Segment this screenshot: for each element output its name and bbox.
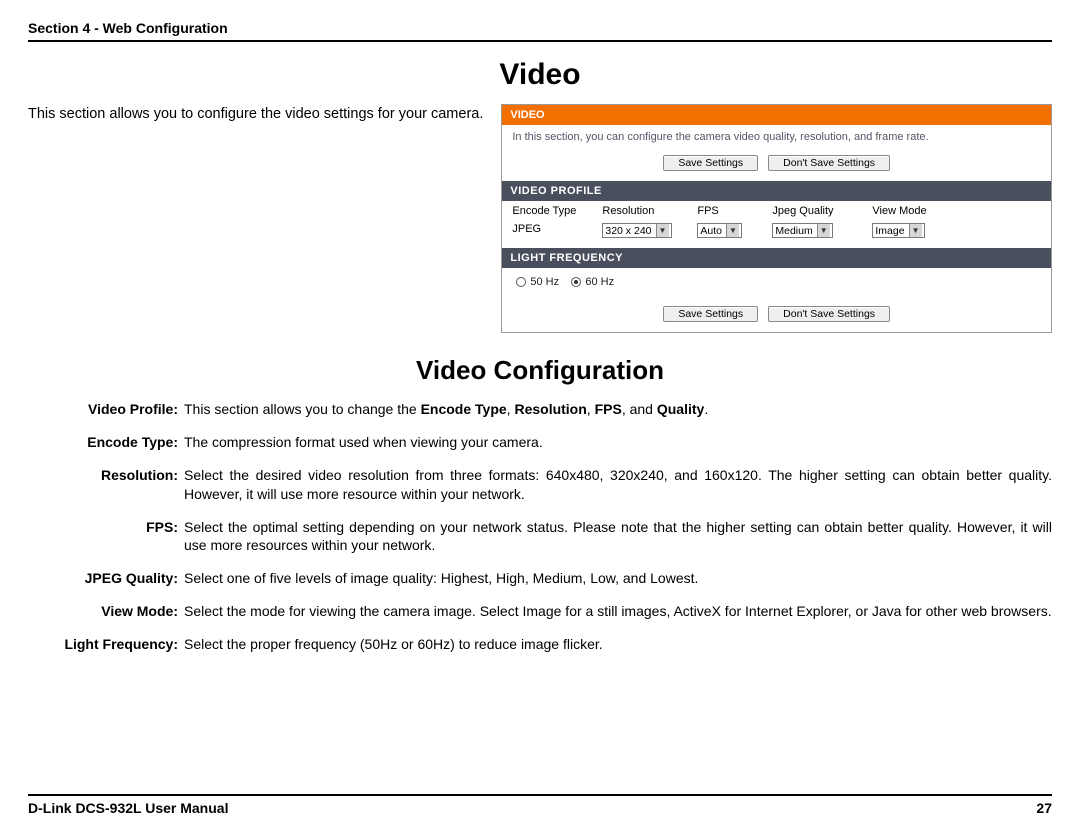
label-50hz: 50 Hz: [530, 276, 559, 288]
profile-bar: VIDEO PROFILE: [502, 181, 1051, 201]
chevron-down-icon: ▼: [817, 224, 830, 237]
col-quality: Jpeg Quality: [772, 205, 872, 217]
profile-headers: Encode Type Resolution FPS Jpeg Quality …: [502, 201, 1051, 219]
term-resolution: Resolution:: [28, 466, 184, 504]
save-button-bottom[interactable]: Save Settings: [663, 306, 758, 322]
view-value: Image: [875, 225, 904, 237]
quality-select[interactable]: Medium ▼: [772, 223, 832, 238]
video-bar: VIDEO: [502, 105, 1051, 125]
desc-encode: The compression format used when viewing…: [184, 433, 1052, 452]
footer-page: 27: [1036, 800, 1052, 816]
definitions: Video Profile: This section allows you t…: [28, 400, 1052, 654]
video-settings-panel: VIDEO In this section, you can configure…: [501, 104, 1052, 333]
desc-resolution: Select the desired video resolution from…: [184, 466, 1052, 504]
radio-60hz[interactable]: [571, 277, 581, 287]
term-fps: FPS:: [28, 518, 184, 556]
subheading: Video Configuration: [28, 355, 1052, 386]
col-encode: Encode Type: [512, 205, 602, 217]
radio-50hz[interactable]: [516, 277, 526, 287]
chevron-down-icon: ▼: [726, 224, 739, 237]
desc-profile: This section allows you to change the En…: [184, 400, 1052, 419]
col-resolution: Resolution: [602, 205, 697, 217]
term-view: View Mode:: [28, 602, 184, 621]
term-quality: JPEG Quality:: [28, 569, 184, 588]
page-title: Video: [28, 58, 1052, 92]
freq-bar: LIGHT FREQUENCY: [502, 248, 1051, 268]
chevron-down-icon: ▼: [656, 224, 669, 237]
label-60hz: 60 Hz: [585, 276, 614, 288]
quality-value: Medium: [775, 225, 812, 237]
video-desc: In this section, you can configure the c…: [502, 125, 1051, 149]
val-encode: JPEG: [512, 223, 602, 238]
fps-select[interactable]: Auto ▼: [697, 223, 742, 238]
intro-text: This section allows you to configure the…: [28, 104, 483, 122]
fps-value: Auto: [700, 225, 722, 237]
col-fps: FPS: [697, 205, 772, 217]
page-footer: D-Link DCS-932L User Manual 27: [28, 794, 1052, 816]
footer-manual: D-Link DCS-932L User Manual: [28, 800, 228, 816]
chevron-down-icon: ▼: [909, 224, 922, 237]
term-profile: Video Profile:: [28, 400, 184, 419]
section-header: Section 4 - Web Configuration: [28, 20, 1052, 42]
col-view: View Mode: [872, 205, 957, 217]
resolution-select[interactable]: 320 x 240 ▼: [602, 223, 671, 238]
desc-view: Select the mode for viewing the camera i…: [184, 602, 1052, 621]
desc-fps: Select the optimal setting depending on …: [184, 518, 1052, 556]
desc-freq: Select the proper frequency (50Hz or 60H…: [184, 635, 1052, 654]
term-encode: Encode Type:: [28, 433, 184, 452]
dont-save-button-bottom[interactable]: Don't Save Settings: [768, 306, 890, 322]
resolution-value: 320 x 240: [605, 225, 651, 237]
desc-quality: Select one of five levels of image quali…: [184, 569, 1052, 588]
term-freq: Light Frequency:: [28, 635, 184, 654]
save-button-top[interactable]: Save Settings: [663, 155, 758, 171]
view-select[interactable]: Image ▼: [872, 223, 924, 238]
dont-save-button-top[interactable]: Don't Save Settings: [768, 155, 890, 171]
